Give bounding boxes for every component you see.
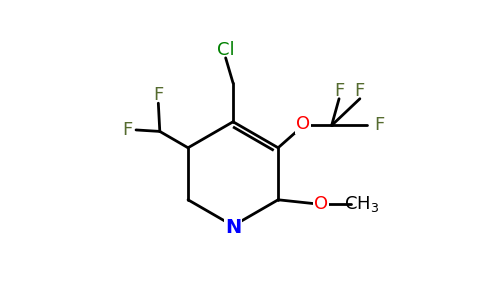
Text: O: O bbox=[314, 195, 328, 213]
Text: F: F bbox=[153, 86, 164, 104]
Text: F: F bbox=[334, 82, 344, 100]
Text: F: F bbox=[355, 82, 365, 100]
Text: N: N bbox=[226, 218, 241, 237]
Text: N: N bbox=[225, 218, 241, 237]
Text: O: O bbox=[296, 115, 310, 133]
Text: F: F bbox=[122, 121, 132, 139]
Text: F: F bbox=[375, 116, 385, 134]
Text: Cl: Cl bbox=[217, 40, 234, 58]
Text: CH$_3$: CH$_3$ bbox=[344, 194, 379, 214]
